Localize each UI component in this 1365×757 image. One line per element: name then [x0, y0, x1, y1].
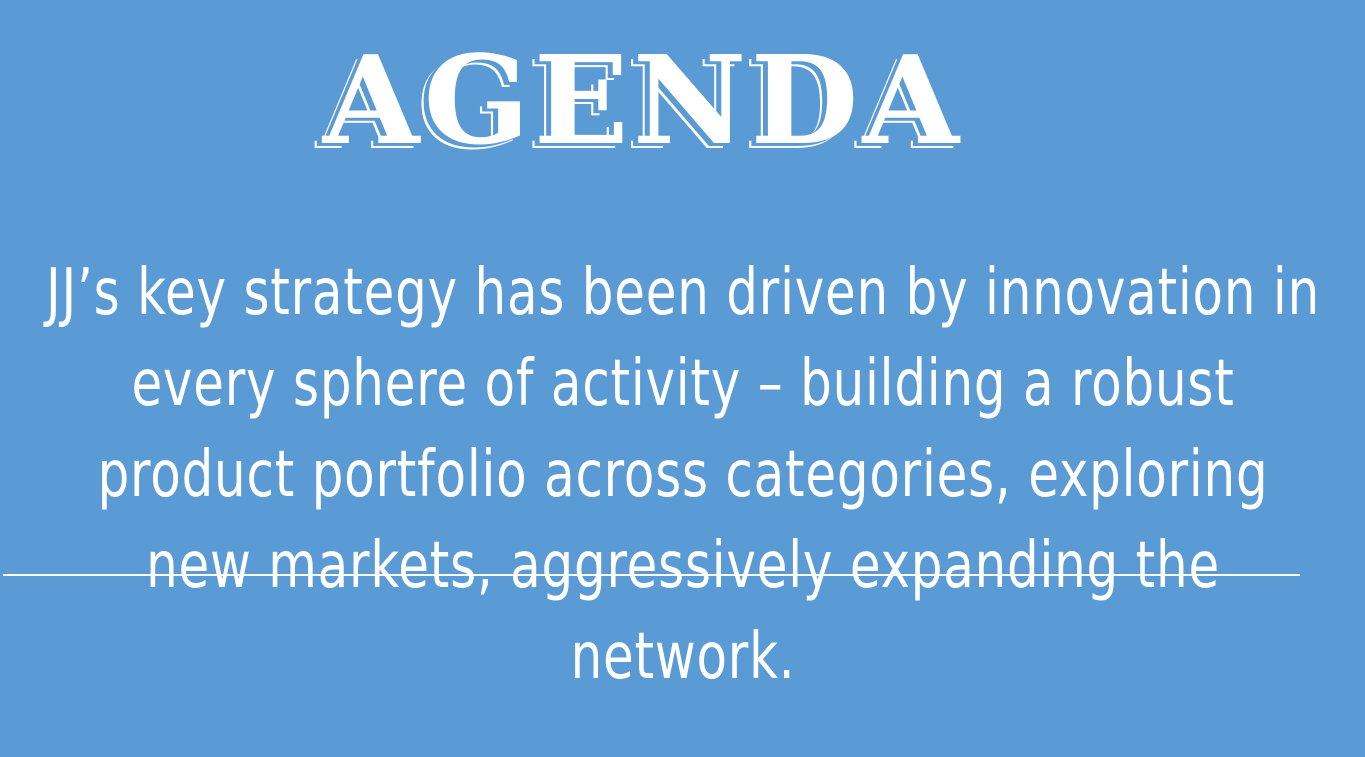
horizontal-line	[3, 574, 1300, 576]
slide-body-text: JJ’s key strategy has been driven by inn…	[45, 256, 1321, 694]
slide-title: AGENDA	[322, 28, 964, 172]
